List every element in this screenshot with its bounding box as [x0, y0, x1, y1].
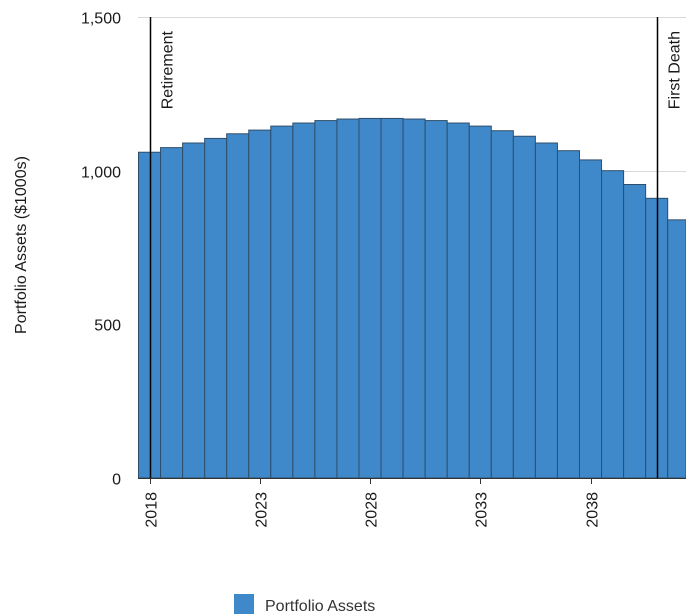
bar — [556, 150, 581, 479]
annotation-label: Retirement — [160, 30, 177, 109]
bar — [512, 135, 536, 479]
x-tick-label: 2018 — [144, 492, 161, 528]
annotations: Retirement First Death — [149, 17, 684, 478]
bar — [468, 125, 492, 479]
annotation-label: First Death — [667, 31, 684, 109]
y-axis-label: Portfolio Assets ($1000s) — [13, 156, 30, 334]
y-tick-label: 1,500 — [81, 11, 121, 28]
bars — [138, 117, 686, 479]
bar — [292, 122, 316, 479]
bar — [601, 170, 625, 479]
bar — [645, 197, 669, 479]
bar — [490, 130, 514, 479]
bar — [358, 117, 382, 479]
bar — [424, 120, 448, 479]
bar — [446, 122, 470, 479]
bar — [402, 118, 426, 479]
x-tick-label: 2028 — [364, 492, 381, 528]
bar — [182, 142, 206, 479]
bar — [138, 151, 162, 479]
y-tick-label: 0 — [112, 472, 121, 489]
bar — [160, 147, 184, 479]
x-tick-label: 2038 — [585, 492, 602, 528]
bar — [204, 137, 228, 479]
bar — [226, 133, 250, 479]
y-tick-label: 500 — [94, 318, 121, 335]
bar — [336, 118, 360, 479]
y-tick-label: 1,000 — [81, 165, 121, 182]
bar — [270, 125, 294, 479]
legend-swatch — [234, 594, 254, 614]
legend[interactable]: Portfolio Assets — [234, 594, 375, 615]
bar — [667, 219, 686, 479]
x-tick-label: 2023 — [254, 492, 271, 528]
axes: 0 500 1,000 1,500 2018 2023 2028 2033 2038 — [81, 11, 686, 528]
legend-label: Portfolio Assets — [265, 598, 375, 615]
bar — [534, 142, 558, 479]
bar — [380, 117, 404, 479]
bar — [623, 183, 647, 479]
bar — [579, 159, 603, 479]
bar — [314, 120, 338, 479]
bar — [248, 129, 272, 479]
x-tick-label: 2033 — [474, 492, 491, 528]
